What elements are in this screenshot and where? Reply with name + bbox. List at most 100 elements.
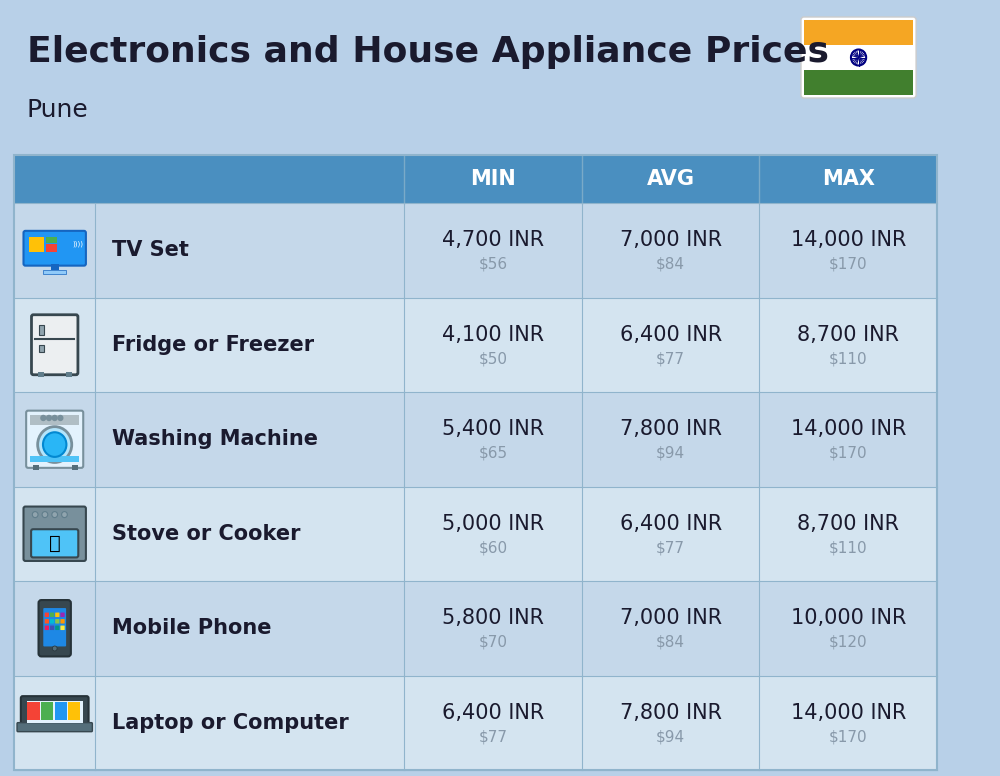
Text: TV Set: TV Set bbox=[112, 241, 189, 260]
FancyBboxPatch shape bbox=[66, 372, 72, 377]
FancyBboxPatch shape bbox=[14, 392, 937, 487]
Text: 10,000 INR: 10,000 INR bbox=[791, 608, 906, 629]
FancyBboxPatch shape bbox=[55, 612, 59, 617]
FancyBboxPatch shape bbox=[26, 411, 83, 468]
Circle shape bbox=[47, 415, 51, 421]
FancyBboxPatch shape bbox=[45, 625, 49, 630]
Circle shape bbox=[32, 511, 38, 518]
FancyBboxPatch shape bbox=[43, 269, 66, 274]
FancyBboxPatch shape bbox=[50, 625, 54, 630]
Text: 8,700 INR: 8,700 INR bbox=[797, 514, 899, 534]
FancyBboxPatch shape bbox=[801, 17, 916, 98]
FancyBboxPatch shape bbox=[31, 529, 78, 557]
FancyBboxPatch shape bbox=[45, 619, 49, 624]
Text: )))): )))) bbox=[72, 241, 83, 248]
Text: 4,100 INR: 4,100 INR bbox=[442, 324, 544, 345]
FancyBboxPatch shape bbox=[804, 70, 913, 95]
FancyBboxPatch shape bbox=[60, 612, 65, 617]
Text: 5,800 INR: 5,800 INR bbox=[442, 608, 544, 629]
FancyBboxPatch shape bbox=[804, 45, 913, 70]
FancyBboxPatch shape bbox=[17, 722, 92, 732]
Text: $110: $110 bbox=[829, 540, 868, 556]
Text: $170: $170 bbox=[829, 257, 868, 272]
Text: 14,000 INR: 14,000 INR bbox=[791, 419, 906, 439]
Text: $84: $84 bbox=[656, 257, 685, 272]
FancyBboxPatch shape bbox=[39, 600, 71, 656]
Text: AVG: AVG bbox=[647, 169, 695, 189]
Text: Stove or Cooker: Stove or Cooker bbox=[112, 524, 301, 544]
Circle shape bbox=[52, 511, 58, 518]
Text: Mobile Phone: Mobile Phone bbox=[112, 618, 272, 638]
Text: $94: $94 bbox=[656, 729, 685, 744]
FancyBboxPatch shape bbox=[60, 619, 65, 624]
FancyBboxPatch shape bbox=[21, 696, 89, 726]
Text: $110: $110 bbox=[829, 352, 868, 366]
FancyBboxPatch shape bbox=[45, 612, 49, 617]
Circle shape bbox=[43, 432, 66, 457]
FancyBboxPatch shape bbox=[55, 619, 59, 624]
FancyBboxPatch shape bbox=[72, 465, 78, 469]
FancyBboxPatch shape bbox=[30, 414, 79, 425]
Text: 6,400 INR: 6,400 INR bbox=[442, 703, 544, 722]
FancyBboxPatch shape bbox=[14, 487, 937, 581]
FancyBboxPatch shape bbox=[55, 702, 67, 720]
FancyBboxPatch shape bbox=[43, 608, 66, 646]
Circle shape bbox=[857, 56, 860, 59]
Text: Fridge or Freezer: Fridge or Freezer bbox=[112, 334, 314, 355]
Text: 7,000 INR: 7,000 INR bbox=[620, 608, 722, 629]
Text: MAX: MAX bbox=[822, 169, 875, 189]
FancyBboxPatch shape bbox=[14, 581, 937, 675]
Text: 4,700 INR: 4,700 INR bbox=[442, 230, 544, 250]
Text: Washing Machine: Washing Machine bbox=[112, 429, 318, 449]
Circle shape bbox=[62, 511, 67, 518]
Text: 5,400 INR: 5,400 INR bbox=[442, 419, 544, 439]
Text: $65: $65 bbox=[479, 445, 508, 461]
Text: $70: $70 bbox=[479, 635, 508, 650]
FancyBboxPatch shape bbox=[46, 237, 57, 243]
Text: $120: $120 bbox=[829, 635, 868, 650]
Text: $77: $77 bbox=[656, 540, 685, 556]
Text: Laptop or Computer: Laptop or Computer bbox=[112, 712, 349, 733]
Circle shape bbox=[58, 415, 63, 421]
Text: $60: $60 bbox=[479, 540, 508, 556]
FancyBboxPatch shape bbox=[39, 345, 44, 352]
Text: $170: $170 bbox=[829, 445, 868, 461]
Text: $77: $77 bbox=[656, 352, 685, 366]
Text: 7,800 INR: 7,800 INR bbox=[620, 703, 722, 722]
Circle shape bbox=[52, 646, 57, 651]
FancyBboxPatch shape bbox=[60, 625, 65, 630]
FancyBboxPatch shape bbox=[30, 456, 79, 462]
FancyBboxPatch shape bbox=[68, 702, 80, 720]
Text: 6,400 INR: 6,400 INR bbox=[620, 324, 722, 345]
FancyBboxPatch shape bbox=[50, 612, 54, 617]
FancyBboxPatch shape bbox=[27, 702, 83, 722]
Text: $94: $94 bbox=[656, 445, 685, 461]
Text: Electronics and House Appliance Prices: Electronics and House Appliance Prices bbox=[27, 35, 829, 69]
FancyBboxPatch shape bbox=[46, 244, 57, 252]
Circle shape bbox=[41, 415, 46, 421]
Text: 14,000 INR: 14,000 INR bbox=[791, 230, 906, 250]
FancyBboxPatch shape bbox=[33, 465, 39, 469]
FancyBboxPatch shape bbox=[14, 675, 937, 770]
FancyBboxPatch shape bbox=[38, 372, 44, 377]
FancyBboxPatch shape bbox=[804, 20, 913, 45]
FancyBboxPatch shape bbox=[14, 297, 937, 392]
Text: $50: $50 bbox=[479, 352, 508, 366]
Text: 5,000 INR: 5,000 INR bbox=[442, 514, 544, 534]
Text: $56: $56 bbox=[479, 257, 508, 272]
FancyBboxPatch shape bbox=[39, 324, 44, 334]
FancyBboxPatch shape bbox=[50, 619, 54, 624]
Text: 14,000 INR: 14,000 INR bbox=[791, 703, 906, 722]
FancyBboxPatch shape bbox=[23, 230, 86, 265]
FancyBboxPatch shape bbox=[14, 155, 937, 203]
FancyBboxPatch shape bbox=[23, 507, 86, 561]
Text: 6,400 INR: 6,400 INR bbox=[620, 514, 722, 534]
Circle shape bbox=[38, 427, 72, 462]
FancyBboxPatch shape bbox=[41, 702, 53, 720]
Text: 8,700 INR: 8,700 INR bbox=[797, 324, 899, 345]
Text: MIN: MIN bbox=[470, 169, 516, 189]
FancyBboxPatch shape bbox=[14, 203, 937, 297]
Circle shape bbox=[42, 511, 48, 518]
FancyBboxPatch shape bbox=[27, 702, 40, 720]
Text: $77: $77 bbox=[479, 729, 508, 744]
